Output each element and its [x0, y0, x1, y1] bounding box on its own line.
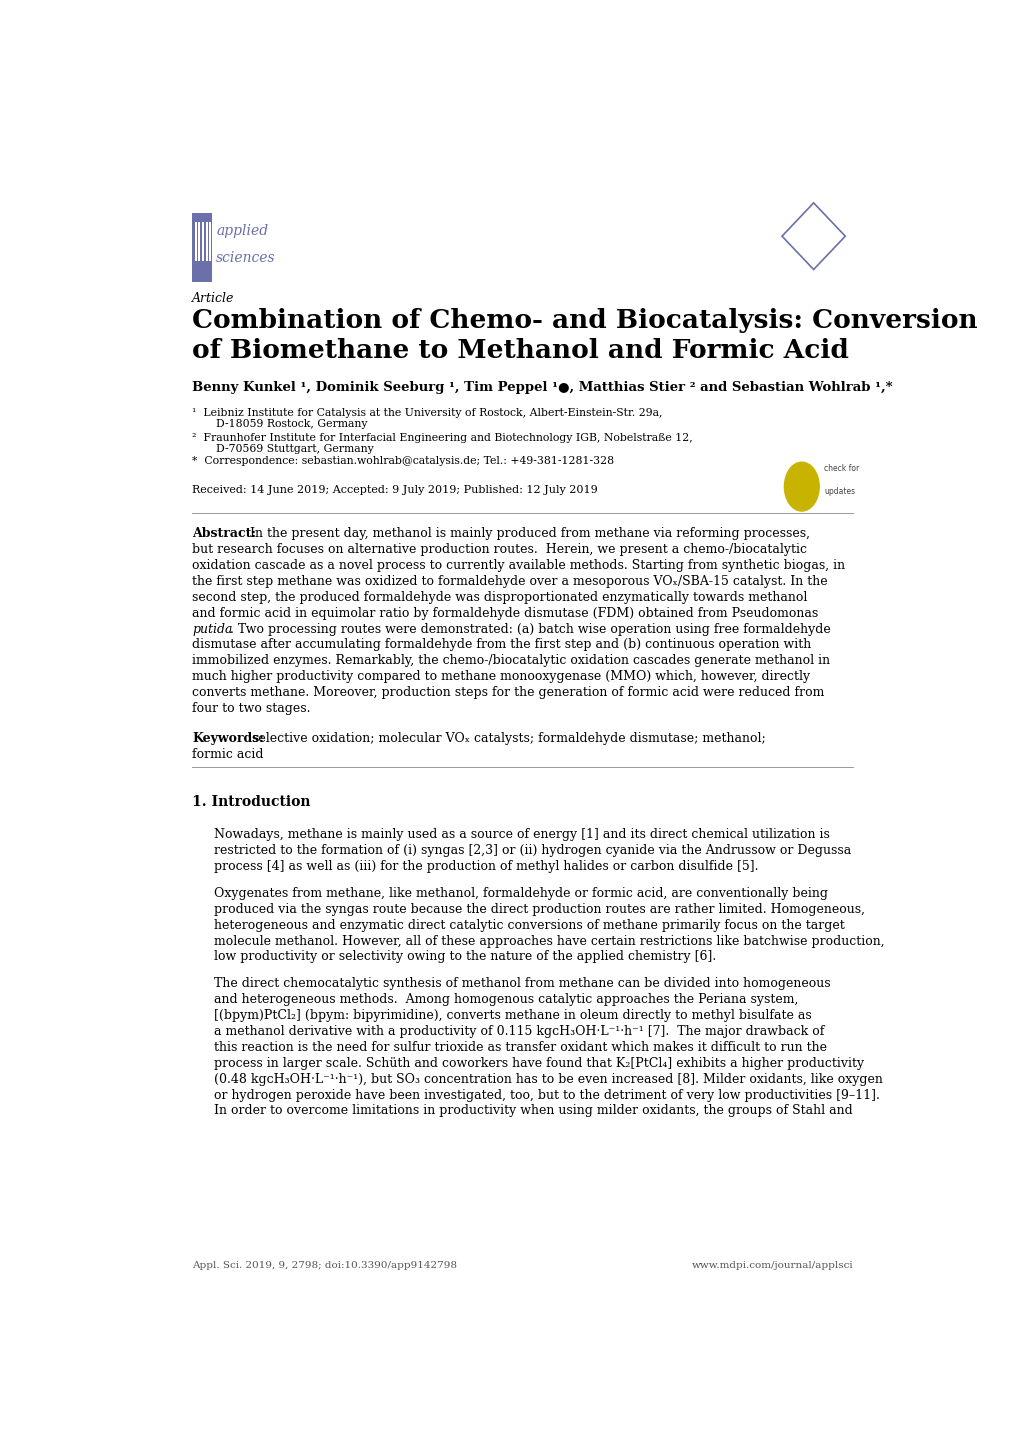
Text: this reaction is the need for sulfur trioxide as transfer oxidant which makes it: this reaction is the need for sulfur tri…: [214, 1041, 826, 1054]
Text: sciences: sciences: [216, 251, 275, 265]
Text: updates: updates: [823, 486, 854, 496]
Text: Appl. Sci. 2019, 9, 2798; doi:10.3390/app9142798: Appl. Sci. 2019, 9, 2798; doi:10.3390/ap…: [193, 1262, 457, 1270]
FancyBboxPatch shape: [206, 222, 208, 261]
Text: or hydrogen peroxide have been investigated, too, but to the detriment of very l: or hydrogen peroxide have been investiga…: [214, 1089, 879, 1102]
Text: putida: putida: [193, 623, 232, 636]
FancyBboxPatch shape: [209, 222, 211, 261]
Text: low productivity or selectivity owing to the nature of the applied chemistry [6]: low productivity or selectivity owing to…: [214, 950, 716, 963]
Text: Keywords:: Keywords:: [193, 733, 264, 746]
Text: of Biomethane to Methanol and Formic Acid: of Biomethane to Methanol and Formic Aci…: [193, 337, 849, 363]
FancyBboxPatch shape: [193, 213, 212, 283]
Text: converts methane. Moreover, production steps for the generation of formic acid w: converts methane. Moreover, production s…: [193, 686, 824, 699]
Text: but research focuses on alternative production routes.  Herein, we present a che: but research focuses on alternative prod…: [193, 544, 806, 557]
Text: molecule methanol. However, all of these approaches have certain restrictions li: molecule methanol. However, all of these…: [214, 934, 884, 947]
Text: In order to overcome limitations in productivity when using milder oxidants, the: In order to overcome limitations in prod…: [214, 1105, 852, 1118]
Text: and formic acid in equimolar ratio by formaldehyde dismutase (FDM) obtained from: and formic acid in equimolar ratio by fo…: [193, 607, 818, 620]
Text: restricted to the formation of (i) syngas [2,3] or (ii) hydrogen cyanide via the: restricted to the formation of (i) synga…: [214, 844, 851, 857]
Text: Benny Kunkel ¹, Dominik Seeburg ¹, Tim Peppel ¹●, Matthias Stier ² and Sebastian: Benny Kunkel ¹, Dominik Seeburg ¹, Tim P…: [193, 381, 892, 394]
Text: heterogeneous and enzymatic direct catalytic conversions of methane primarily fo: heterogeneous and enzymatic direct catal…: [214, 919, 845, 932]
Text: four to two stages.: four to two stages.: [193, 702, 311, 715]
Text: [(bpym)PtCl₂] (bpym: bipyrimidine), converts methane in oleum directly to methyl: [(bpym)PtCl₂] (bpym: bipyrimidine), conv…: [214, 1009, 811, 1022]
Text: much higher productivity compared to methane monooxygenase (MMO) which, however,: much higher productivity compared to met…: [193, 671, 810, 684]
Text: formic acid: formic acid: [193, 748, 264, 761]
Text: process [4] as well as (iii) for the production of methyl halides or carbon disu: process [4] as well as (iii) for the pro…: [214, 859, 758, 872]
FancyBboxPatch shape: [195, 222, 197, 261]
Text: dismutase after accumulating formaldehyde from the first step and (b) continuous: dismutase after accumulating formaldehyd…: [193, 639, 811, 652]
Text: ²  Fraunhofer Institute for Interfacial Engineering and Biotechnology IGB, Nobel: ² Fraunhofer Institute for Interfacial E…: [193, 433, 692, 443]
Text: . Two processing routes were demonstrated: (a) batch wise operation using free f: . Two processing routes were demonstrate…: [230, 623, 830, 636]
Text: ✓: ✓: [795, 476, 807, 489]
Text: D-18059 Rostock, Germany: D-18059 Rostock, Germany: [216, 420, 367, 430]
Text: Received: 14 June 2019; Accepted: 9 July 2019; Published: 12 July 2019: Received: 14 June 2019; Accepted: 9 July…: [193, 485, 597, 495]
Text: second step, the produced formaldehyde was disproportionated enzymatically towar: second step, the produced formaldehyde w…: [193, 591, 807, 604]
FancyBboxPatch shape: [198, 222, 200, 261]
Text: a methanol derivative with a productivity of 0.115 kgᴄH₃OH·L⁻¹·h⁻¹ [7].  The maj: a methanol derivative with a productivit…: [214, 1025, 824, 1038]
Text: Combination of Chemo- and Biocatalysis: Conversion: Combination of Chemo- and Biocatalysis: …: [193, 307, 977, 333]
Circle shape: [784, 463, 818, 510]
Text: selective oxidation; molecular VOₓ catalysts; formaldehyde dismutase; methanol;: selective oxidation; molecular VOₓ catal…: [252, 733, 765, 746]
Text: produced via the syngas route because the direct production routes are rather li: produced via the syngas route because th…: [214, 903, 864, 916]
Text: *  Correspondence: sebastian.wohlrab@catalysis.de; Tel.: +49-381-1281-328: * Correspondence: sebastian.wohlrab@cata…: [193, 457, 613, 466]
Text: Oxygenates from methane, like methanol, formaldehyde or formic acid, are convent: Oxygenates from methane, like methanol, …: [214, 887, 827, 900]
Text: Abstract:: Abstract:: [193, 528, 256, 541]
Text: process in larger scale. Schüth and coworkers have found that K₂[PtCl₄] exhibits: process in larger scale. Schüth and cowo…: [214, 1057, 864, 1070]
Text: The direct chemocatalytic synthesis of methanol from methane can be divided into: The direct chemocatalytic synthesis of m…: [214, 978, 830, 991]
Polygon shape: [782, 203, 845, 270]
Text: 1. Introduction: 1. Introduction: [193, 795, 311, 809]
Text: MDPI: MDPI: [798, 231, 828, 241]
Text: Nowadays, methane is mainly used as a source of energy [1] and its direct chemic: Nowadays, methane is mainly used as a so…: [214, 828, 829, 841]
Text: immobilized enzymes. Remarkably, the chemo-/biocatalytic oxidation cascades gene: immobilized enzymes. Remarkably, the che…: [193, 655, 829, 668]
Text: D-70569 Stuttgart, Germany: D-70569 Stuttgart, Germany: [216, 444, 373, 454]
Text: and heterogeneous methods.  Among homogenous catalytic approaches the Periana sy: and heterogeneous methods. Among homogen…: [214, 994, 798, 1007]
Text: the first step methane was oxidized to formaldehyde over a mesoporous VOₓ/SBA-15: the first step methane was oxidized to f…: [193, 575, 827, 588]
FancyBboxPatch shape: [202, 222, 204, 261]
Text: In the present day, methanol is mainly produced from methane via reforming proce: In the present day, methanol is mainly p…: [250, 528, 809, 541]
Text: (0.48 kgᴄH₃OH·L⁻¹·h⁻¹), but SO₃ concentration has to be even increased [8]. Mild: (0.48 kgᴄH₃OH·L⁻¹·h⁻¹), but SO₃ concentr…: [214, 1073, 882, 1086]
Text: check for: check for: [823, 464, 858, 473]
Text: Article: Article: [193, 293, 234, 306]
Text: oxidation cascade as a novel process to currently available methods. Starting fr: oxidation cascade as a novel process to …: [193, 559, 845, 572]
Text: www.mdpi.com/journal/applsci: www.mdpi.com/journal/applsci: [691, 1262, 852, 1270]
Text: applied: applied: [216, 224, 268, 238]
Text: ¹  Leibniz Institute for Catalysis at the University of Rostock, Albert-Einstein: ¹ Leibniz Institute for Catalysis at the…: [193, 408, 662, 418]
